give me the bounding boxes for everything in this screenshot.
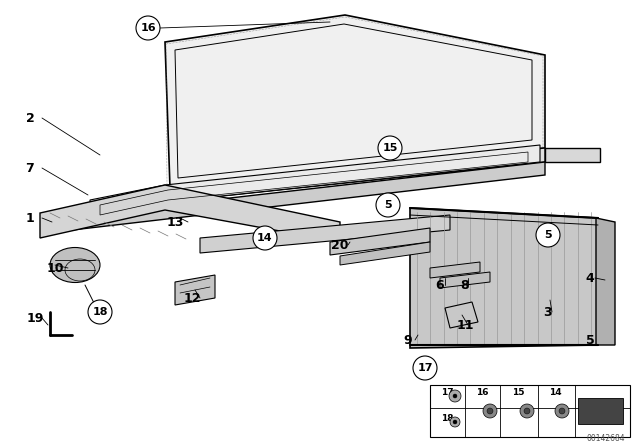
Circle shape	[483, 404, 497, 418]
Polygon shape	[55, 162, 545, 232]
Circle shape	[453, 394, 457, 398]
Circle shape	[253, 226, 277, 250]
Text: 7: 7	[26, 161, 35, 175]
Text: 15: 15	[512, 388, 524, 396]
Circle shape	[559, 408, 565, 414]
Polygon shape	[40, 185, 340, 242]
Text: 13: 13	[166, 215, 184, 228]
Text: 18: 18	[441, 414, 453, 422]
Circle shape	[536, 223, 560, 247]
Polygon shape	[596, 218, 615, 345]
Text: 5: 5	[384, 200, 392, 210]
Polygon shape	[55, 188, 165, 232]
Text: 15: 15	[382, 143, 397, 153]
Text: 4: 4	[586, 271, 595, 284]
Text: 1: 1	[26, 211, 35, 224]
Circle shape	[520, 404, 534, 418]
Circle shape	[449, 390, 461, 402]
Polygon shape	[175, 275, 215, 305]
Polygon shape	[430, 262, 480, 278]
Text: 14: 14	[548, 388, 561, 396]
Text: 5: 5	[544, 230, 552, 240]
Text: 8: 8	[461, 279, 469, 292]
Text: 9: 9	[404, 333, 412, 346]
Text: 5: 5	[586, 333, 595, 346]
Circle shape	[487, 408, 493, 414]
Polygon shape	[445, 302, 478, 328]
FancyBboxPatch shape	[430, 385, 630, 437]
Text: 00142684: 00142684	[586, 434, 625, 443]
Text: 17: 17	[417, 363, 433, 373]
Text: 14: 14	[257, 233, 273, 243]
Polygon shape	[545, 148, 600, 162]
FancyBboxPatch shape	[578, 398, 623, 424]
Polygon shape	[440, 272, 490, 288]
Text: 16: 16	[476, 388, 488, 396]
Ellipse shape	[50, 247, 100, 283]
Text: 3: 3	[544, 306, 552, 319]
Polygon shape	[330, 228, 430, 255]
Polygon shape	[410, 208, 598, 348]
Text: 17: 17	[441, 388, 453, 396]
Polygon shape	[90, 145, 540, 218]
Text: 12: 12	[183, 292, 201, 305]
Text: 19: 19	[26, 311, 44, 324]
Polygon shape	[165, 15, 545, 188]
Text: 2: 2	[26, 112, 35, 125]
Circle shape	[88, 300, 112, 324]
Circle shape	[413, 356, 437, 380]
Text: 10: 10	[46, 262, 64, 275]
Circle shape	[450, 417, 460, 427]
Text: 16: 16	[140, 23, 156, 33]
Text: 20: 20	[332, 238, 349, 251]
Polygon shape	[165, 148, 545, 202]
Polygon shape	[340, 242, 430, 265]
Circle shape	[524, 408, 530, 414]
Circle shape	[136, 16, 160, 40]
Circle shape	[376, 193, 400, 217]
Circle shape	[453, 420, 457, 424]
Text: 18: 18	[92, 307, 108, 317]
Polygon shape	[200, 215, 450, 253]
Text: 11: 11	[456, 319, 474, 332]
Circle shape	[555, 404, 569, 418]
Text: 6: 6	[436, 279, 444, 292]
Circle shape	[378, 136, 402, 160]
